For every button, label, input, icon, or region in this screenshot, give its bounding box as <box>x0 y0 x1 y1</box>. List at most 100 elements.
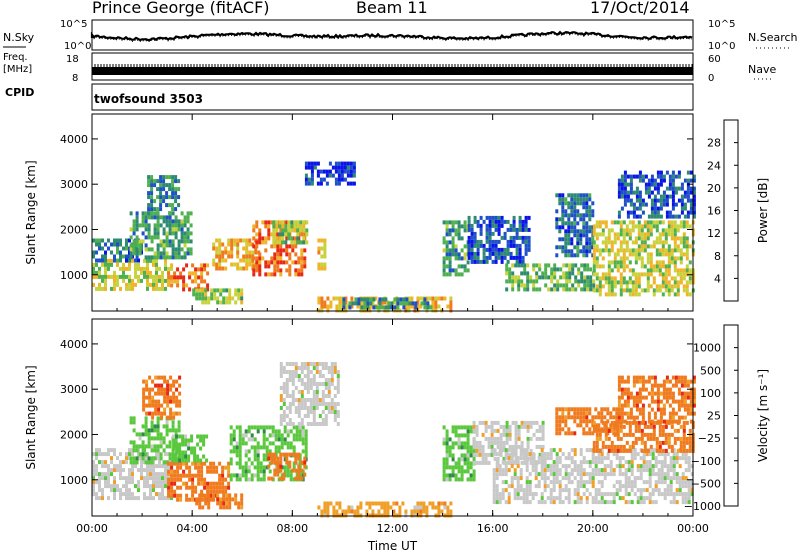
velocity-cell <box>234 497 238 502</box>
velocity-cell <box>137 452 140 457</box>
velocity-cell <box>617 399 621 404</box>
power-cell <box>156 227 160 232</box>
velocity-cell <box>675 480 679 485</box>
power-cell <box>285 268 289 273</box>
velocity-cell <box>169 387 173 392</box>
velocity-cell <box>600 448 604 453</box>
power-cell <box>129 243 133 248</box>
power-cell <box>463 228 467 233</box>
power-cell <box>476 259 480 264</box>
power-cell <box>198 288 202 293</box>
velocity-cell <box>250 425 254 430</box>
velocity-cell <box>425 505 429 510</box>
power-cell <box>589 275 593 280</box>
velocity-cell <box>209 485 213 490</box>
velocity-cell <box>555 407 559 412</box>
power-cell <box>206 283 210 288</box>
power-cell <box>273 252 277 257</box>
velocity-cell <box>555 460 559 465</box>
power-cell <box>585 225 589 230</box>
power-cell <box>518 227 522 232</box>
power-cell <box>234 300 238 305</box>
power-cell <box>183 215 187 220</box>
power-cell <box>291 244 295 249</box>
power-cell <box>231 296 235 301</box>
power-cell <box>661 244 665 249</box>
velocity-cell <box>227 469 231 474</box>
velocity-cell <box>531 496 535 501</box>
velocity-cell <box>613 432 617 437</box>
power-colorbar-tick-label: 12 <box>707 227 721 240</box>
velocity-cell <box>540 468 544 473</box>
power-cell <box>570 237 574 242</box>
velocity-cell <box>209 489 213 494</box>
power-cell <box>523 271 527 276</box>
power-cell <box>168 203 172 208</box>
velocity-cell <box>188 465 192 470</box>
power-cell <box>159 255 163 260</box>
velocity-cell <box>119 464 122 469</box>
velocity-cell <box>347 505 351 510</box>
power-cell <box>215 246 219 251</box>
power-cell <box>567 237 571 242</box>
power-cell <box>601 284 605 289</box>
velocity-cell <box>149 484 152 489</box>
power-cell <box>245 242 249 247</box>
velocity-cell <box>168 444 172 449</box>
power-cell <box>348 301 352 306</box>
velocity-cell <box>215 469 219 474</box>
velocity-cell <box>690 488 694 493</box>
velocity-cell <box>292 425 296 430</box>
velocity-cell <box>579 415 583 420</box>
velocity-cell <box>315 406 319 410</box>
power-cell <box>165 239 169 244</box>
velocity-cell <box>541 424 545 429</box>
velocity-cell <box>285 460 289 465</box>
power-cell <box>514 275 518 280</box>
velocity-cell <box>496 456 500 461</box>
velocity-cell <box>475 448 479 453</box>
power-cell <box>564 213 568 218</box>
power-cell <box>320 262 324 267</box>
velocity-cell <box>159 452 163 457</box>
power-cell <box>620 206 624 211</box>
velocity-cell <box>110 448 113 453</box>
velocity-cell <box>140 468 143 473</box>
velocity-cell <box>612 492 616 497</box>
velocity-cell <box>240 505 244 510</box>
power-cell <box>192 292 196 297</box>
power-cell <box>647 186 651 191</box>
power-cell <box>180 247 184 252</box>
power-cell <box>646 232 650 237</box>
velocity-cell <box>552 480 556 485</box>
velocity-cell <box>259 445 263 450</box>
velocity-cell <box>158 476 161 481</box>
velocity-cell <box>437 501 441 506</box>
velocity-cell <box>672 452 676 457</box>
velocity-cell <box>333 406 337 410</box>
velocity-cell <box>309 422 313 426</box>
power-cell <box>476 219 480 224</box>
velocity-cell <box>218 481 222 486</box>
power-cell <box>451 268 455 273</box>
velocity-cell <box>685 420 689 425</box>
power-cell <box>526 275 530 280</box>
velocity-cell <box>253 425 257 430</box>
velocity-cell <box>326 505 330 510</box>
velocity-cell <box>507 500 511 505</box>
power-cell <box>189 211 193 216</box>
velocity-cell <box>291 452 295 457</box>
velocity-cell <box>95 456 98 461</box>
power-cell <box>567 193 571 198</box>
power-cell <box>162 247 166 252</box>
velocity-cell <box>648 500 652 505</box>
power-cell <box>635 174 639 179</box>
power-cell <box>626 194 630 199</box>
power-cell <box>207 300 211 305</box>
power-cell <box>676 256 680 261</box>
velocity-cell <box>353 509 357 514</box>
power-cell <box>248 258 252 263</box>
velocity-cell <box>636 464 640 469</box>
power-cell <box>119 258 122 263</box>
power-cell <box>668 210 672 215</box>
